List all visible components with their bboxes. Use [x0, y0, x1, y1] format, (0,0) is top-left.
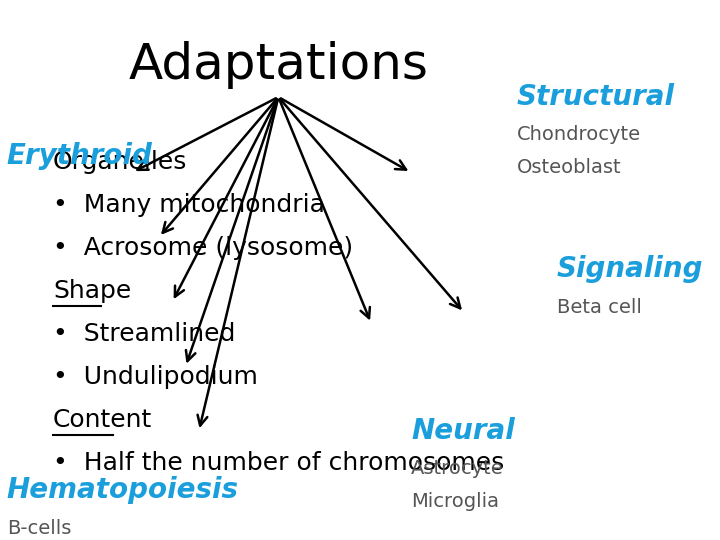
Text: •  Undulipodium: • Undulipodium: [53, 365, 258, 389]
Text: Chondrocyte: Chondrocyte: [517, 125, 641, 144]
Text: •  Streamlined: • Streamlined: [53, 322, 235, 346]
Text: Structural: Structural: [517, 83, 675, 111]
Text: Neural: Neural: [411, 417, 515, 445]
Text: Adaptations: Adaptations: [128, 40, 428, 89]
Text: Shape: Shape: [53, 279, 131, 303]
Text: B-cells: B-cells: [6, 518, 71, 537]
Text: •  Many mitochondria: • Many mitochondria: [53, 193, 325, 217]
Text: Content: Content: [53, 408, 152, 433]
Text: •  Acrosome (lysosome): • Acrosome (lysosome): [53, 236, 353, 260]
Text: Beta cell: Beta cell: [557, 298, 642, 316]
Text: Osteoblast: Osteoblast: [517, 158, 621, 177]
Text: Hematopoiesis: Hematopoiesis: [6, 476, 238, 504]
Text: Signaling: Signaling: [557, 255, 703, 284]
Text: Erythroid: Erythroid: [6, 142, 153, 170]
Text: Astrocyte: Astrocyte: [411, 459, 504, 478]
Text: Organelles: Organelles: [53, 150, 187, 174]
Text: •  Half the number of chromosomes: • Half the number of chromosomes: [53, 451, 504, 475]
Text: Microglia: Microglia: [411, 491, 499, 511]
